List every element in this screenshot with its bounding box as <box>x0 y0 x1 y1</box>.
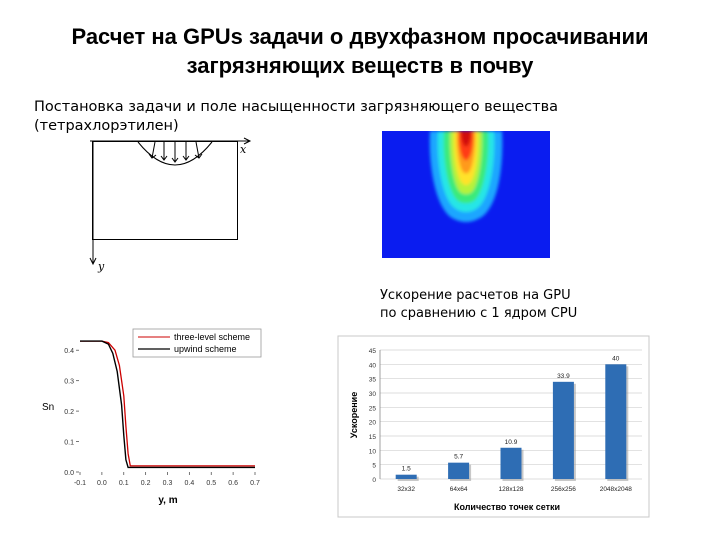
bar-2048x2048 <box>605 364 627 479</box>
bar-value-label: 10.9 <box>505 439 518 446</box>
line-chart-ytick-label: 0.4 <box>64 348 74 355</box>
bar-category-label: 32x32 <box>397 486 415 493</box>
line-chart-xtick-label: 0.0 <box>97 480 107 487</box>
bar-chart-ytick-label: 25 <box>369 405 377 412</box>
legend-box <box>132 328 262 358</box>
bar-chart-xlabel: Количество точек сетки <box>454 502 560 512</box>
title-line-2: загрязняющих веществ в почву <box>186 53 534 78</box>
speedup-caption-line-1: Ускорение расчетов на GPU <box>380 288 571 303</box>
bar-value-label: 33.9 <box>557 373 570 380</box>
bar-256x256 <box>552 381 574 479</box>
subtitle-line-1: Постановка задачи и поле насыщенности за… <box>34 99 558 115</box>
line-series-three-level <box>80 340 255 467</box>
title-line-1: Расчет на GPUs задачи о двухфазном проса… <box>71 24 649 49</box>
line-chart-xtick-label: 0.6 <box>228 480 238 487</box>
bar-32x32 <box>395 474 417 479</box>
line-chart-xtick-label: 0.1 <box>119 480 129 487</box>
subtitle-line-2: (тетрахлорэтилен) <box>34 118 179 134</box>
bar-chart-ytick-label: 20 <box>369 420 377 427</box>
domain-x-label: x <box>240 143 247 156</box>
bar-chart-ytick-label: 15 <box>369 434 377 441</box>
bar-chart-ytick-label: 30 <box>369 391 377 398</box>
bar-chart-ylabel: Ускорение <box>349 392 359 438</box>
bar-category-label: 2048x2048 <box>600 486 633 493</box>
bar-category-label: 64x64 <box>450 486 468 493</box>
saturation-heatmap <box>382 131 550 258</box>
line-chart-xtick-label: -0.1 <box>74 480 86 487</box>
bar-value-label: 5.7 <box>454 454 463 461</box>
line-chart-xtick-label: 0.4 <box>185 480 195 487</box>
line-chart-legend: three-level scheme upwind scheme <box>132 328 262 358</box>
bar-chart-ytick-label: 10 <box>369 448 377 455</box>
saturation-profile-chart: 0.00.10.20.30.4 -0.1 0.0 0.1 0.2 0.3 0.4 0.5 0.… <box>42 328 262 506</box>
bar-128x128 <box>500 447 522 479</box>
line-chart-ylabel: Sn <box>42 402 54 413</box>
bar-64x64 <box>448 462 470 479</box>
legend-label-upwind: upwind scheme <box>174 344 237 354</box>
bar-value-label: 1.5 <box>402 466 411 473</box>
bar-category-label: 256x256 <box>551 486 576 493</box>
plume-contour-8 <box>461 131 471 147</box>
speedup-caption-line-2: по сравнению с 1 ядром CPU <box>380 306 578 321</box>
line-chart-ytick-label: 0.2 <box>64 409 74 416</box>
speedup-bar-chart: 0 5 10 15 20 25 30 35 40 45 1.5 32x32 5.7 64x64 10.9 1… <box>337 335 650 518</box>
line-chart-ytick-label: 0.3 <box>64 379 74 386</box>
bar-chart-ytick-label: 5 <box>372 463 376 470</box>
y-axis-arrow <box>89 141 97 266</box>
line-chart-xtick-label: 0.3 <box>163 480 173 487</box>
slide-title: Расчет на GPUs задачи о двухфазном проса… <box>30 22 690 80</box>
line-chart-ytick-label: 0.1 <box>64 440 74 447</box>
bar-chart-ytick-label: 0 <box>372 477 376 484</box>
line-chart-ytick-label: 0.0 <box>64 470 74 477</box>
problem-subtitle: Постановка задачи и поле насыщенности за… <box>34 98 634 136</box>
source-arrows <box>148 141 203 163</box>
legend-label-three-level: three-level scheme <box>174 332 250 342</box>
source-arc <box>137 141 213 166</box>
bar-chart-frame <box>337 335 650 518</box>
bar-chart-ytick-label: 35 <box>369 377 377 384</box>
line-chart-xtick-label: 0.7 <box>250 480 260 487</box>
domain-sketch <box>89 137 252 266</box>
bar-chart-ytick-label: 45 <box>369 348 377 355</box>
bar-chart-ytick-label: 40 <box>369 362 377 369</box>
line-chart-xtick-label: 0.2 <box>141 480 151 487</box>
speedup-caption: Ускорение расчетов на GPU по сравнению с… <box>380 287 640 323</box>
line-chart-xtick-label: 0.5 <box>206 480 216 487</box>
bar-category-label: 128x128 <box>499 486 524 493</box>
line-chart-xlabel: y, m <box>158 495 177 506</box>
x-axis-arrow <box>90 137 252 145</box>
line-series-upwind <box>80 340 255 469</box>
bar-value-label: 40 <box>612 355 620 362</box>
domain-y-label: y <box>98 260 105 273</box>
